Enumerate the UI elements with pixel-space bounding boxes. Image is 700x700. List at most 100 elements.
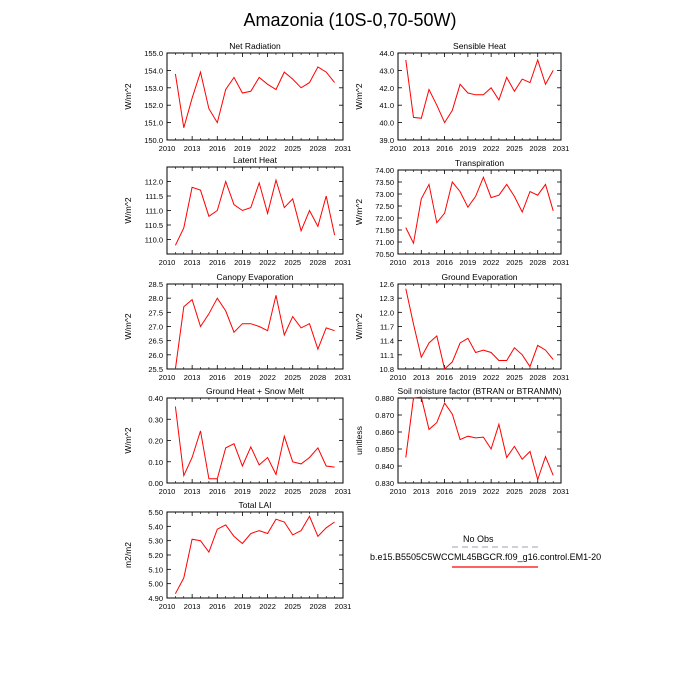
data-point bbox=[436, 105, 437, 106]
plot-frame bbox=[397, 283, 562, 370]
data-point bbox=[292, 316, 293, 317]
data-point bbox=[259, 464, 260, 465]
data-point bbox=[267, 533, 268, 534]
x-tick-label: 2013 bbox=[184, 487, 201, 496]
data-point bbox=[522, 211, 523, 212]
y-tick-label: 152.0 bbox=[144, 101, 163, 110]
x-tick-label: 2019 bbox=[234, 487, 251, 496]
data-point bbox=[553, 70, 554, 71]
data-point bbox=[452, 110, 453, 111]
data-point bbox=[309, 210, 310, 211]
data-point bbox=[183, 127, 184, 128]
y-tick-label: 0.830 bbox=[375, 479, 394, 488]
data-point bbox=[300, 327, 301, 328]
data-point bbox=[275, 179, 276, 180]
chart-panel-1: Net Radiation W/m^2 2010 2013 2016 2019 2022 20… bbox=[123, 41, 351, 153]
y-axis-label: W/m^2 bbox=[123, 313, 133, 339]
x-tick-label: 2028 bbox=[310, 487, 327, 496]
data-point bbox=[475, 94, 476, 95]
y-tick-label: 5.10 bbox=[148, 565, 163, 574]
x-tick-label: 2028 bbox=[310, 258, 327, 267]
y-tick-label: 0.860 bbox=[375, 428, 394, 437]
y-tick-label: 110.5 bbox=[145, 221, 163, 230]
data-point bbox=[545, 84, 546, 85]
plot-frame bbox=[166, 52, 344, 141]
x-tick-label: 2031 bbox=[335, 602, 352, 611]
x-tick-label: 2013 bbox=[184, 373, 201, 382]
data-point bbox=[413, 117, 414, 118]
data-point bbox=[267, 84, 268, 85]
data-point bbox=[506, 360, 507, 361]
x-tick-label: 2025 bbox=[284, 373, 301, 382]
data-point bbox=[208, 313, 209, 314]
data-point bbox=[334, 82, 335, 83]
data-point bbox=[300, 87, 301, 88]
data-point bbox=[225, 89, 226, 90]
x-tick-label: 2016 bbox=[436, 258, 453, 267]
data-point bbox=[200, 326, 201, 327]
data-point bbox=[217, 529, 218, 530]
data-point bbox=[452, 414, 453, 415]
x-tick-label: 2016 bbox=[209, 373, 226, 382]
data-point bbox=[553, 359, 554, 360]
panel-title: Sensible Heat bbox=[453, 41, 507, 51]
x-tick-label: 2022 bbox=[259, 258, 276, 267]
chart-panel-8: Soil moisture factor (BTRAN or BTRANMN) u… bbox=[354, 386, 569, 496]
data-point bbox=[326, 72, 327, 73]
data-point bbox=[208, 478, 209, 479]
x-tick-label: 2025 bbox=[284, 144, 301, 153]
plot-frame bbox=[166, 283, 344, 370]
data-point bbox=[405, 59, 406, 60]
chart-panel-4: Transpiration W/m^2 2010 2013 2016 2019 2022 20… bbox=[354, 158, 569, 267]
data-point bbox=[183, 227, 184, 228]
data-point bbox=[309, 457, 310, 458]
x-tick-label: 2022 bbox=[483, 373, 500, 382]
data-point bbox=[183, 306, 184, 307]
x-tick-label: 2028 bbox=[310, 602, 327, 611]
data-point bbox=[275, 295, 276, 296]
data-point bbox=[467, 92, 468, 93]
y-tick-label: 40.0 bbox=[379, 119, 394, 128]
x-tick-label: 2025 bbox=[284, 487, 301, 496]
data-point bbox=[292, 461, 293, 462]
data-point bbox=[242, 92, 243, 93]
data-point bbox=[275, 519, 276, 520]
data-point bbox=[537, 195, 538, 196]
y-tick-label: 73.00 bbox=[375, 190, 394, 199]
y-tick-label: 11.7 bbox=[380, 323, 394, 332]
data-point bbox=[413, 324, 414, 325]
data-point bbox=[275, 89, 276, 90]
data-point bbox=[428, 89, 429, 90]
data-point bbox=[483, 94, 484, 95]
data-point bbox=[242, 323, 243, 324]
data-point bbox=[537, 345, 538, 346]
data-point bbox=[334, 235, 335, 236]
data-point bbox=[183, 475, 184, 476]
y-tick-label: 5.00 bbox=[148, 580, 163, 589]
y-tick-label: 43.0 bbox=[379, 66, 394, 75]
data-point bbox=[225, 181, 226, 182]
data-point bbox=[514, 196, 515, 197]
x-tick-label: 2010 bbox=[390, 258, 407, 267]
y-tick-label: 5.30 bbox=[148, 537, 163, 546]
x-tick-label: 2013 bbox=[413, 144, 430, 153]
y-tick-label: 12.3 bbox=[379, 294, 394, 303]
y-tick-label: 72.00 bbox=[375, 214, 394, 223]
chart-panel-6: Ground Evaporation W/m^2 2010 2013 2016 2019 2… bbox=[354, 272, 569, 382]
data-point bbox=[208, 216, 209, 217]
data-point bbox=[459, 342, 460, 343]
y-tick-label: 25.5 bbox=[148, 365, 163, 374]
data-point bbox=[267, 457, 268, 458]
data-point bbox=[428, 184, 429, 185]
y-tick-label: 155.0 bbox=[144, 49, 163, 58]
data-point bbox=[514, 91, 515, 92]
plot-frame bbox=[397, 169, 562, 255]
x-tick-label: 2022 bbox=[259, 144, 276, 153]
data-point bbox=[522, 79, 523, 80]
data-point bbox=[491, 352, 492, 353]
y-axis-label: W/m^2 bbox=[354, 313, 364, 339]
data-point bbox=[200, 430, 201, 431]
x-tick-label: 2019 bbox=[460, 487, 477, 496]
x-tick-label: 2016 bbox=[209, 487, 226, 496]
